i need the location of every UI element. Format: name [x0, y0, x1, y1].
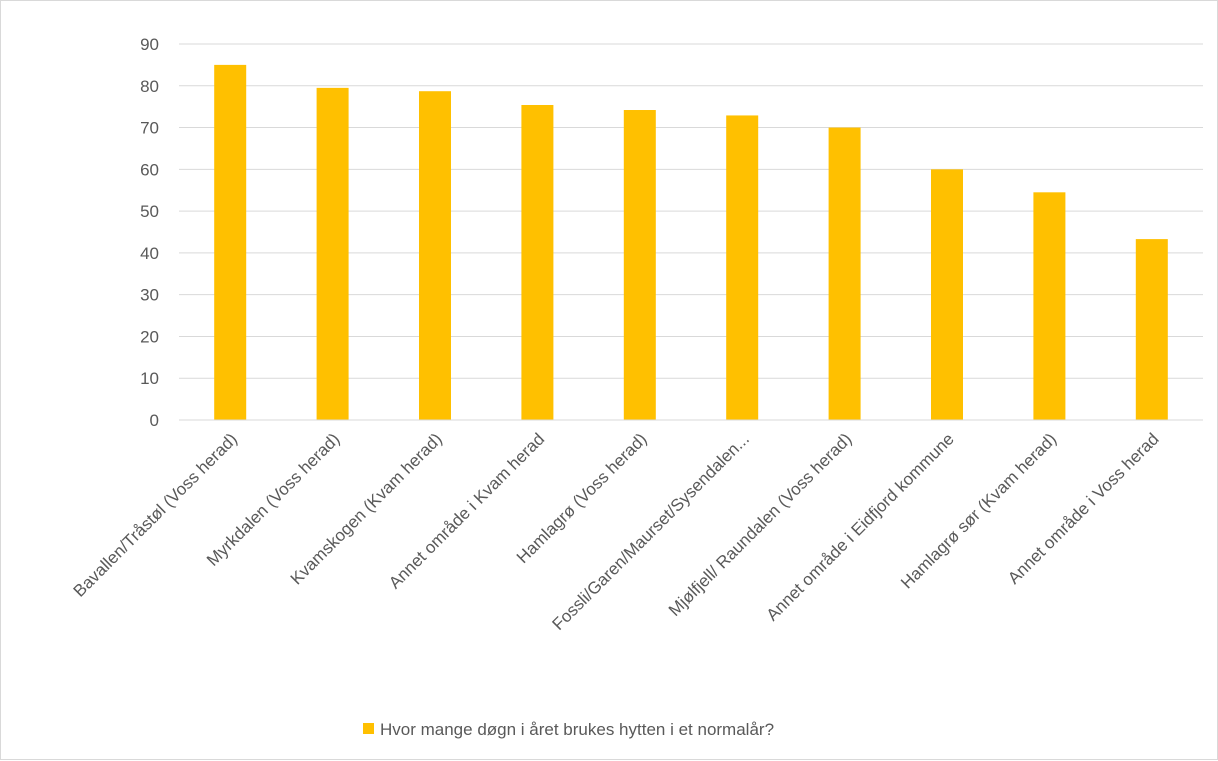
y-tick-label: 90	[140, 35, 159, 54]
x-category-label: Fossli/Garen/Maurset/Sysendalen...	[549, 429, 754, 634]
gridlines	[179, 43, 1203, 379]
legend: Hvor mange døgn i året brukes hytten i e…	[363, 720, 774, 739]
bar	[1135, 239, 1168, 420]
x-axis-category-labels: Bavallen/Tråstøl (Voss herad)Myrkdalen (…	[70, 429, 1163, 634]
y-tick-label: 60	[140, 160, 159, 179]
legend-swatch	[363, 723, 374, 734]
y-tick-label: 40	[140, 244, 159, 263]
bar	[828, 127, 861, 421]
bar	[316, 87, 349, 420]
bar	[931, 169, 963, 420]
y-tick-label: 0	[150, 411, 159, 430]
bar	[623, 110, 656, 421]
y-tick-label: 30	[140, 286, 159, 305]
x-category-label: Mjølfjell/ Raundalen (Voss herad)	[665, 429, 855, 619]
y-tick-label: 10	[140, 369, 159, 388]
y-axis-ticks: 0 10 20 30 40 50 60 70 80 90	[140, 35, 159, 430]
y-tick-label: 50	[140, 202, 159, 221]
bar	[214, 64, 247, 420]
legend-label: Hvor mange døgn i året brukes hytten i e…	[380, 720, 774, 739]
y-tick-label: 70	[140, 119, 159, 138]
bar	[419, 91, 451, 420]
bars	[214, 64, 1168, 421]
bar	[521, 104, 554, 421]
bar	[1033, 192, 1066, 420]
x-category-label: Annet område i Eidfjord kommune	[763, 429, 958, 624]
x-category-label: Bavallen/Tråstøl (Voss herad)	[70, 429, 241, 600]
y-tick-label: 20	[140, 327, 159, 346]
y-tick-label: 80	[140, 77, 159, 96]
bar	[726, 115, 759, 420]
